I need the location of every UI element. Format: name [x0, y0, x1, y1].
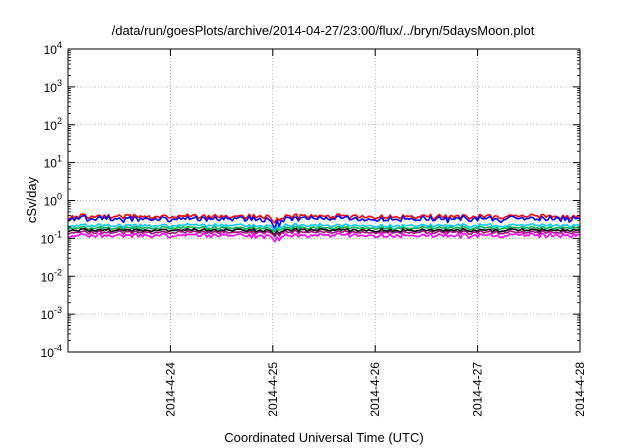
series-line-1 — [67, 213, 581, 224]
y-tick-label: 100 — [44, 192, 62, 209]
y-tick-label: 103 — [44, 78, 62, 95]
y-axis-label: cSv/day — [24, 176, 39, 223]
x-tick-label: 2014-4-28 — [573, 362, 587, 417]
y-tick-label: 104 — [44, 40, 62, 57]
series-line-5 — [67, 227, 581, 236]
y-tick-label: 101 — [44, 154, 62, 171]
x-tick-label: 2014-4-26 — [368, 362, 382, 417]
grid — [68, 49, 580, 352]
y-tick-label: 102 — [44, 116, 62, 133]
y-tick-label: 10-4 — [41, 343, 62, 360]
x-tick-label: 2014-4-24 — [163, 362, 177, 417]
x-labels: 2014-4-24 2014-4-25 2014-4-26 2014-4-27 2014… — [163, 362, 587, 417]
series-line-2 — [67, 214, 581, 230]
y-tick-label: 10-3 — [41, 305, 62, 322]
series-line-6 — [67, 229, 581, 238]
y-tick-label: 10-2 — [41, 267, 62, 284]
y-tick-label: 10-1 — [41, 229, 62, 246]
ticks — [68, 48, 581, 353]
chart-title: /data/run/goesPlots/archive/2014-04-27/2… — [112, 23, 535, 38]
series-line-3 — [67, 222, 581, 232]
series-layer — [67, 213, 581, 243]
x-axis-label: Coordinated Universal Time (UTC) — [224, 430, 423, 445]
y-labels: 104 103 102 101 100 10-1 10-2 10-3 10-4 — [41, 40, 62, 360]
x-tick-label: 2014-4-27 — [471, 362, 485, 417]
x-tick-label: 2014-4-25 — [266, 362, 280, 417]
series-line-7 — [67, 232, 581, 243]
series-line-4 — [67, 225, 580, 233]
